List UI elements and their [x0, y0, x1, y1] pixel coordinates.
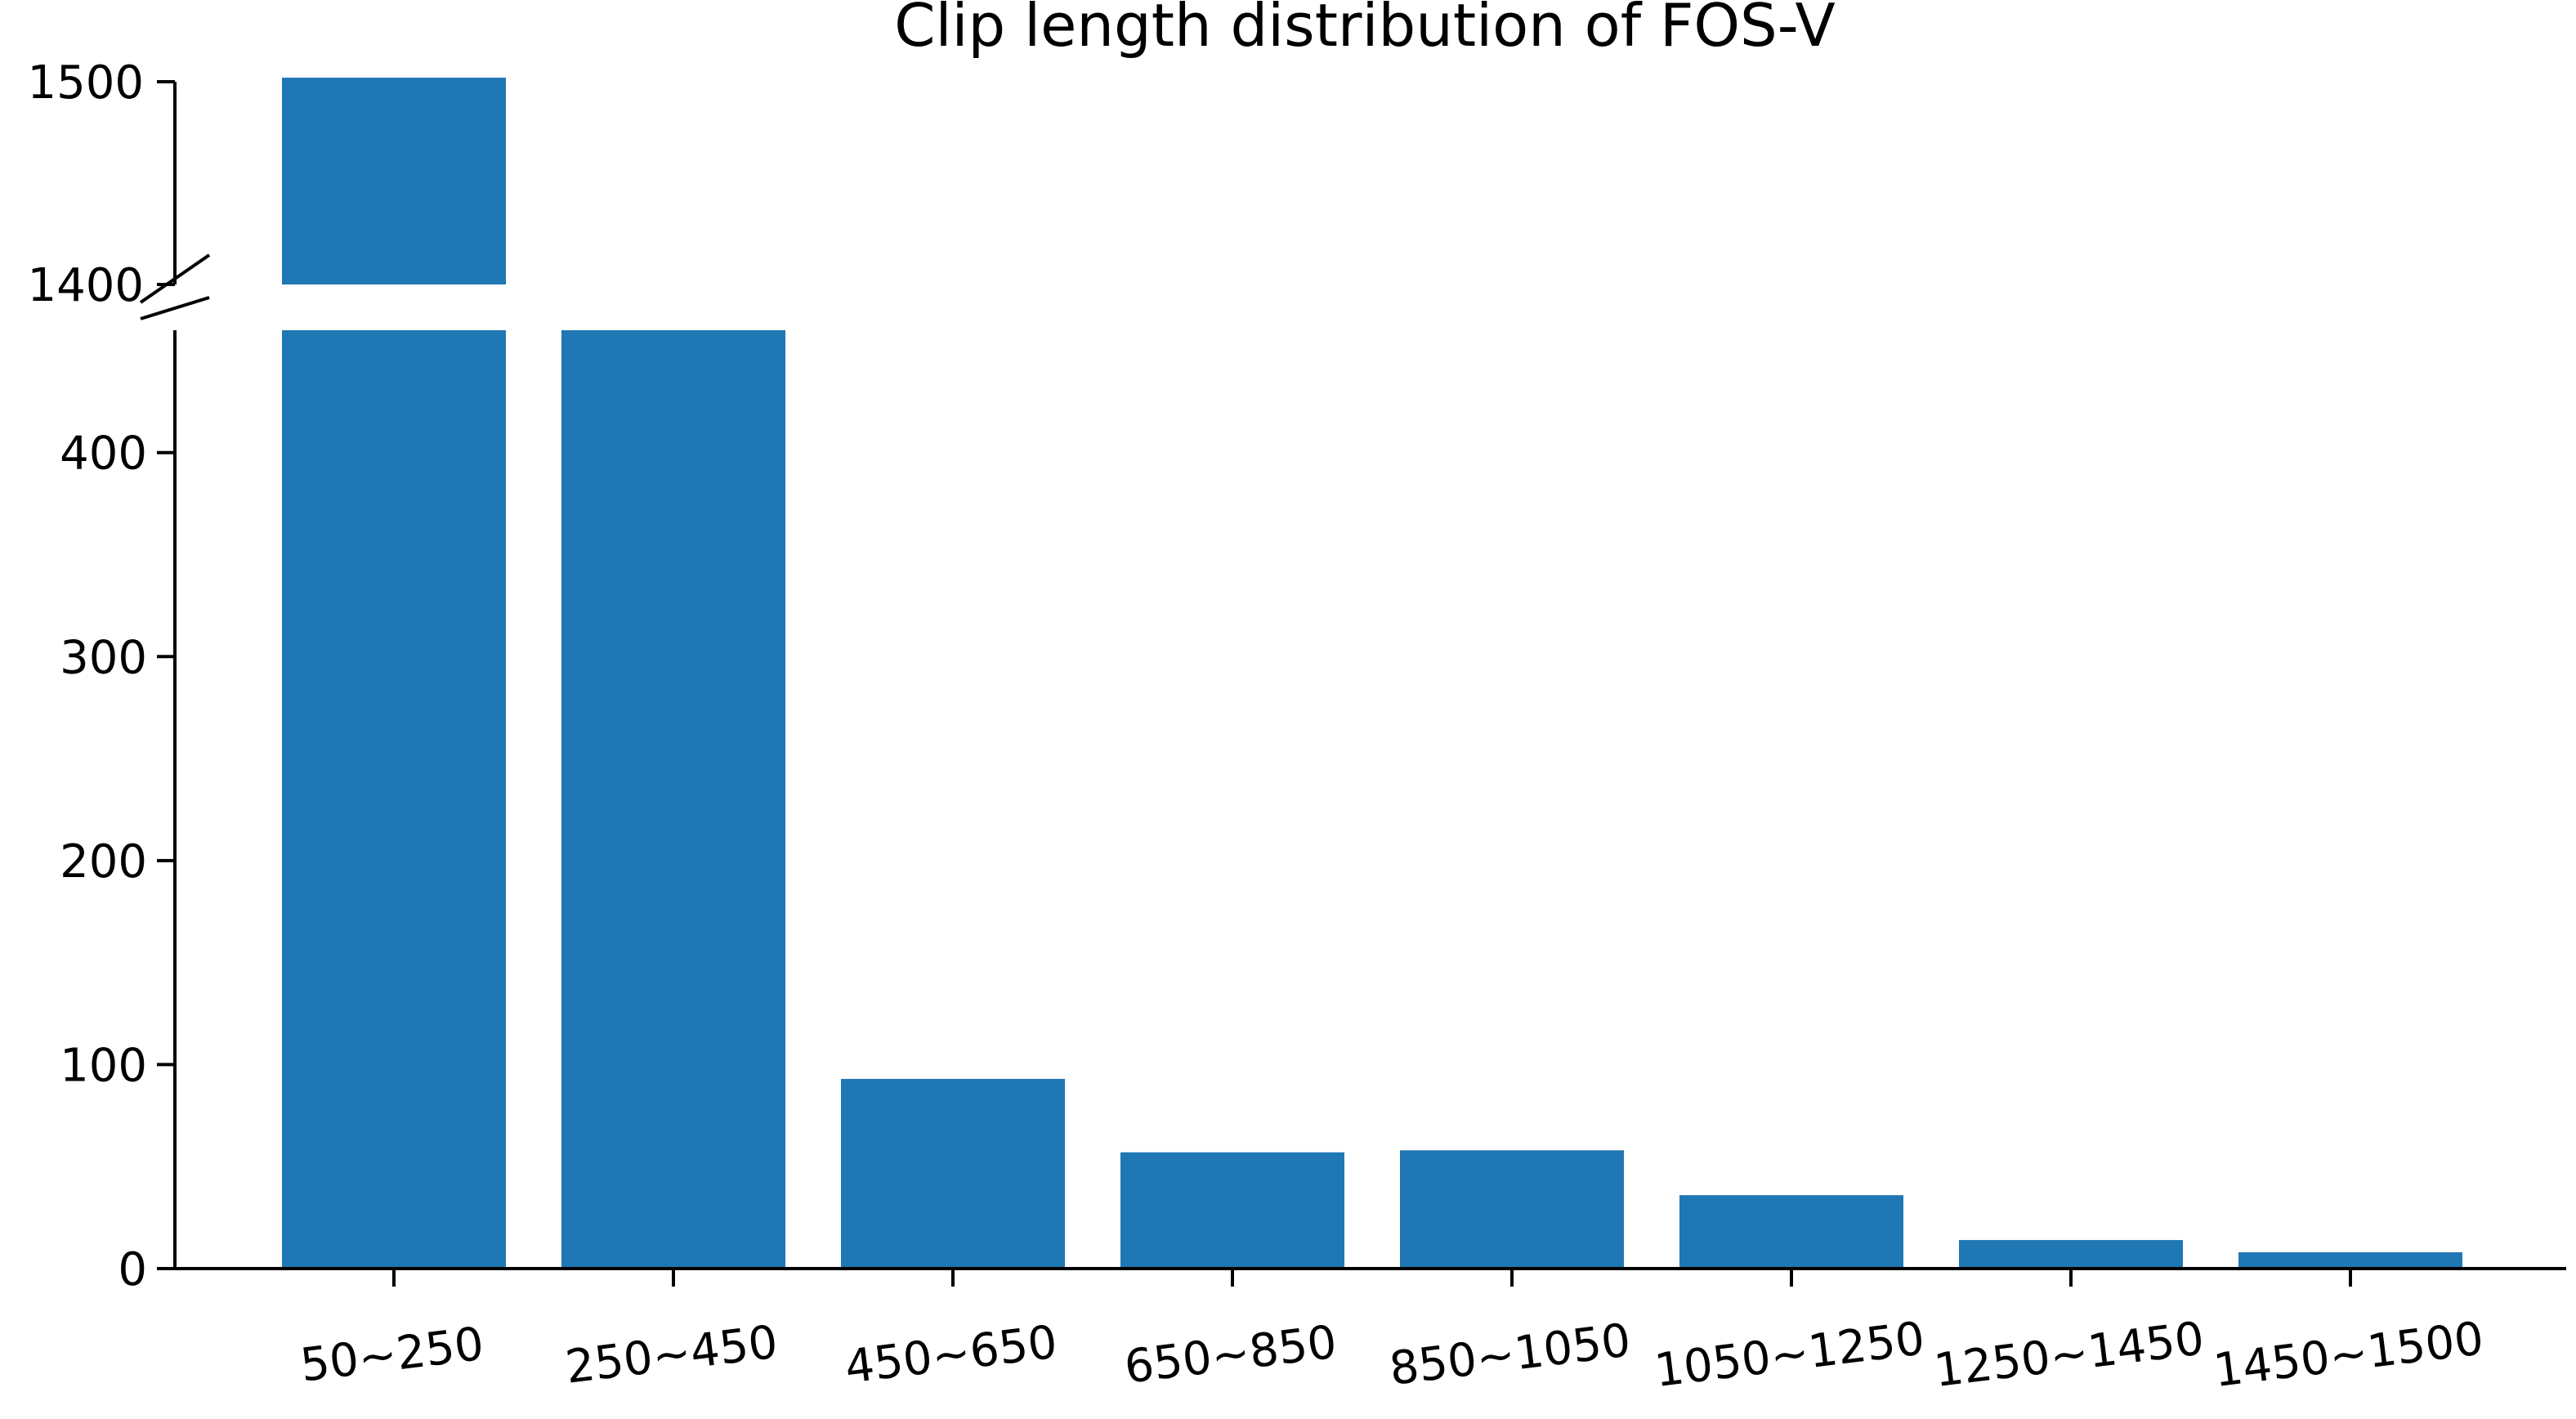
chart-title: Clip length distribution of FOS-V — [894, 0, 1836, 60]
axis-break-mark-lower — [140, 296, 210, 320]
y-tick-label: 100 — [60, 1039, 147, 1092]
x-tick-label: 1450~1500 — [2211, 1312, 2486, 1398]
x-tick-label: 50~250 — [297, 1318, 486, 1393]
bar — [1400, 1150, 1624, 1269]
bars-group — [282, 78, 2462, 1269]
bar-upper-segment — [282, 78, 506, 284]
bar — [1120, 1152, 1344, 1269]
bar-lower-segment — [282, 330, 506, 1269]
axes-group — [139, 82, 2566, 1270]
axis-break-mark-upper — [139, 253, 211, 304]
x-tick-label: 250~450 — [562, 1315, 780, 1394]
bar — [841, 1078, 1065, 1269]
bar — [1959, 1240, 2183, 1269]
x-ticks-group: 50~250 250~450 450~650 650~850 850~1050 1050~… — [297, 1269, 2486, 1398]
y-tick-label: 300 — [60, 631, 147, 684]
y-tick-label: 1400 — [27, 259, 144, 312]
bar — [1679, 1195, 1903, 1269]
y-tick-label: 0 — [118, 1243, 147, 1296]
bar — [2238, 1252, 2462, 1269]
x-tick-label: 1250~1450 — [1931, 1312, 2207, 1398]
y-tick-label: 400 — [60, 427, 147, 481]
bar — [561, 330, 785, 1269]
y-ticks-group: 0 100 200 300 400 1400 1500 — [27, 56, 175, 1296]
y-tick-label: 200 — [60, 835, 147, 889]
x-tick-label: 450~650 — [842, 1315, 1060, 1394]
x-tick-label: 650~850 — [1121, 1315, 1339, 1394]
y-tick-label: 1500 — [27, 56, 144, 110]
x-tick-label: 850~1050 — [1387, 1314, 1634, 1396]
x-tick-label: 1050~1250 — [1652, 1312, 1927, 1398]
